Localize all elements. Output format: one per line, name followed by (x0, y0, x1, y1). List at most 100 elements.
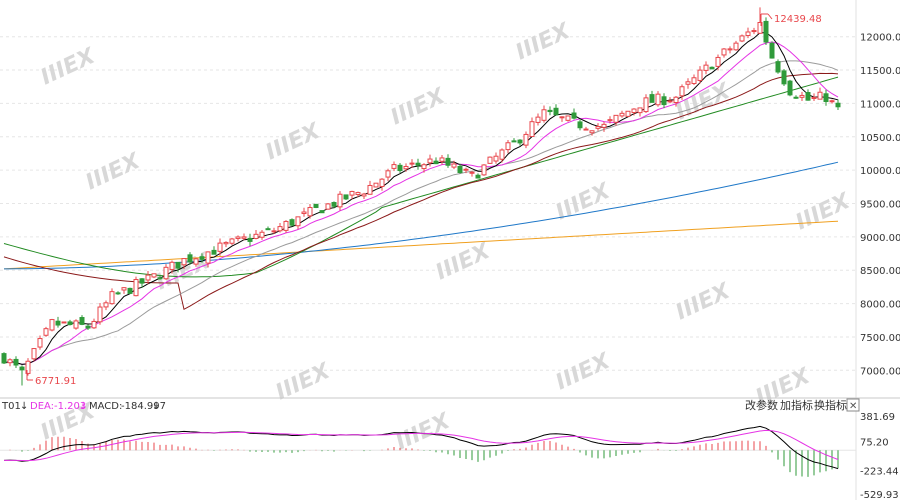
candle (835, 99, 841, 110)
macd-tick-label: -529.93 (860, 490, 899, 500)
candle (151, 273, 157, 279)
candle (427, 154, 433, 167)
candle (631, 108, 637, 116)
indicator-name: T01 (1, 401, 21, 412)
price-tick-label: 10000.00 (860, 166, 900, 177)
candle (481, 164, 487, 176)
candle (379, 178, 385, 191)
candle (337, 191, 343, 211)
candle (451, 160, 457, 170)
candle (133, 276, 139, 297)
candle (241, 233, 247, 241)
price-tick-label: 9500.00 (860, 200, 900, 211)
candle (115, 291, 121, 295)
candle (715, 54, 721, 71)
ma250-line (3, 220, 839, 270)
watermark-text: IIIEX (387, 83, 450, 130)
macd-tick-label: 381.69 (860, 412, 895, 423)
price-annotations: 12439.48 6771.91 (26, 13, 822, 387)
candle (607, 116, 613, 124)
candle (571, 108, 577, 120)
candle (145, 271, 151, 285)
candle (223, 241, 229, 248)
close-button[interactable] (846, 398, 860, 412)
candle (517, 139, 523, 146)
candle (805, 89, 811, 101)
arrow-down-icon: ↓ (152, 401, 160, 412)
candle (799, 91, 805, 101)
candle (391, 161, 397, 172)
candle (505, 140, 511, 154)
watermark-text: IIIEX (792, 188, 855, 235)
candle (643, 94, 649, 114)
candle (811, 93, 817, 101)
candle (175, 261, 181, 273)
candle (247, 233, 253, 247)
dea-line (4, 429, 839, 462)
candle (355, 191, 361, 198)
candle (313, 203, 319, 209)
candle (25, 358, 31, 376)
candle (829, 99, 835, 104)
candle (751, 27, 757, 35)
candle (757, 7, 763, 34)
watermark-text: IIIEX (552, 348, 615, 395)
candle (289, 218, 295, 227)
candle (277, 223, 283, 233)
candle (625, 110, 631, 117)
candle (169, 260, 175, 274)
arrow-down-icon: ↓ (20, 401, 28, 412)
candle (331, 201, 337, 209)
change-params-button[interactable]: 改参数 (745, 398, 778, 412)
low-price-annotation: 6771.91 (35, 376, 76, 387)
candle (253, 230, 259, 240)
candle (79, 315, 85, 326)
candle (49, 318, 55, 332)
candle (703, 61, 709, 75)
candle (73, 319, 79, 330)
candle (655, 91, 661, 107)
candle (415, 158, 421, 170)
candle (583, 126, 589, 131)
add-indicator-button[interactable]: 加指标 (780, 398, 813, 412)
ma5-line (3, 32, 839, 365)
candle (61, 321, 67, 324)
candle (547, 106, 553, 116)
watermark-text: IIIEX (37, 43, 100, 90)
candle (205, 251, 211, 268)
candle (127, 287, 133, 294)
macd-value: -184.997 (121, 401, 166, 412)
candle (283, 220, 289, 233)
price-tick-label: 9000.00 (860, 233, 900, 244)
candle (727, 46, 733, 54)
candle (121, 287, 127, 294)
candle (19, 365, 25, 386)
arrow-down-icon: ↓ (79, 401, 87, 412)
candle (613, 114, 619, 126)
candle (445, 154, 451, 168)
indicator-toolbar: 改参数 加指标 换指标 ✕ (745, 398, 860, 412)
candle (301, 207, 307, 217)
candle (259, 229, 265, 240)
candle (781, 69, 787, 86)
candle (31, 347, 37, 362)
macd-axis: 381.69 75.20 -223.44 -529.93 (860, 412, 899, 500)
candle (667, 97, 673, 104)
candle (433, 157, 439, 165)
candle (565, 115, 571, 122)
candle (685, 78, 691, 89)
candle (139, 278, 145, 288)
candle (523, 131, 529, 149)
price-tick-label: 7000.00 (860, 366, 900, 377)
watermark-text: IIIEX (672, 278, 735, 325)
candle (157, 274, 163, 280)
macd-label: MACD: (89, 401, 122, 412)
candle (199, 253, 205, 263)
switch-indicator-button[interactable]: 换指标 (814, 398, 847, 412)
candle (823, 89, 829, 106)
price-tick-label: 11500.00 (860, 66, 900, 77)
candle (235, 235, 241, 242)
candle (691, 74, 697, 86)
candle (265, 226, 271, 231)
